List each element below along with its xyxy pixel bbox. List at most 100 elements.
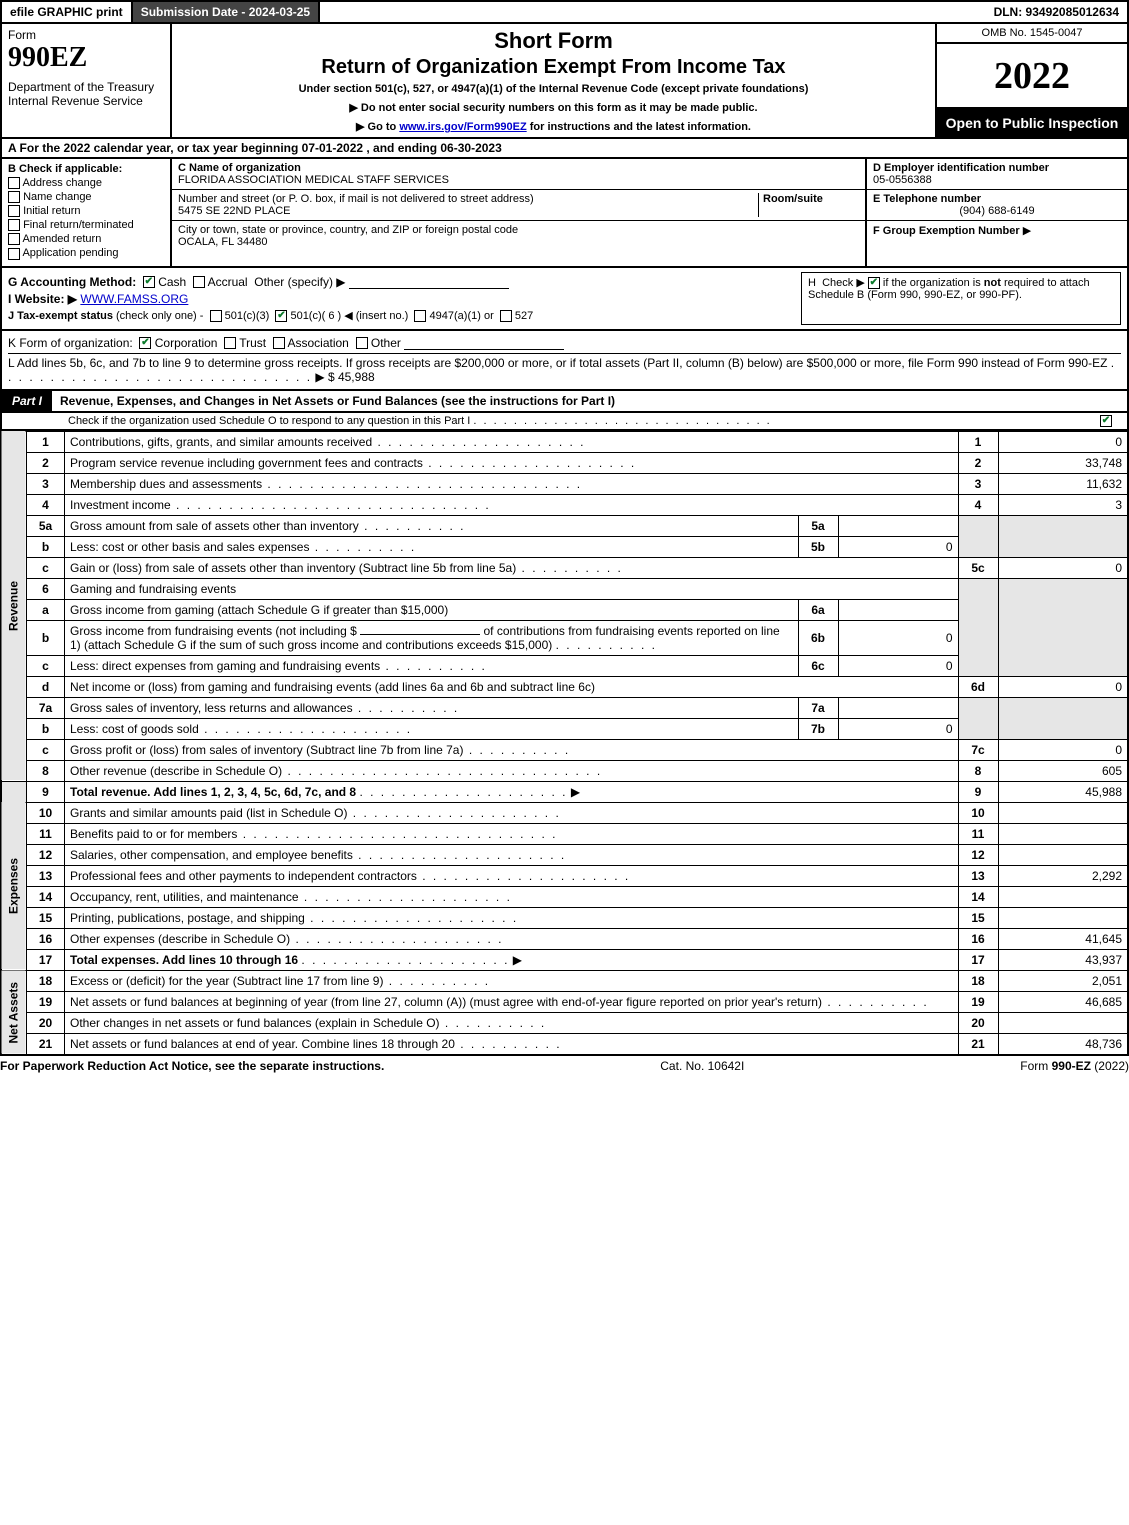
j-opt4: 527: [515, 310, 533, 322]
chk-association[interactable]: [273, 337, 285, 349]
d-label: D Employer identification number: [873, 162, 1049, 174]
chk-cash[interactable]: [143, 276, 155, 288]
ln8-num: 8: [27, 760, 65, 781]
ln20-num: 20: [27, 1012, 65, 1033]
chk-initial-return[interactable]: [8, 205, 20, 217]
part-i-title: Revenue, Expenses, and Changes in Net As…: [52, 391, 1127, 411]
ln5c-rv: 0: [998, 557, 1128, 578]
ln3-rn: 3: [958, 473, 998, 494]
g-other-fill[interactable]: [349, 288, 509, 289]
ln7c-rv: 0: [998, 739, 1128, 760]
ln7a-num: 7a: [27, 697, 65, 718]
header-center: Short Form Return of Organization Exempt…: [172, 24, 937, 137]
c-room-label: Room/suite: [759, 193, 859, 217]
col-c: C Name of organization FLORIDA ASSOCIATI…: [172, 159, 867, 266]
ln17-desc: Total expenses. Add lines 10 through 16: [70, 953, 298, 967]
chk-part-i-scho[interactable]: [1100, 415, 1112, 427]
ln6b-blank[interactable]: [360, 634, 480, 635]
chk-address-change[interactable]: [8, 177, 20, 189]
bullet-ssn: ▶ Do not enter social security numbers o…: [180, 101, 927, 114]
ln7a-in: 7a: [798, 697, 838, 718]
k-label: K Form of organization:: [8, 336, 133, 350]
topbar-spacer: [320, 2, 985, 22]
lines-table: Revenue 1 Contributions, gifts, grants, …: [0, 431, 1129, 1056]
bullet2-pre: ▶ Go to: [356, 121, 399, 133]
chk-accrual[interactable]: [193, 276, 205, 288]
ln21-rv: 48,736: [998, 1033, 1128, 1055]
ln5c-rn: 5c: [958, 557, 998, 578]
chk-527[interactable]: [500, 310, 512, 322]
k-opt-3: Other: [371, 336, 401, 350]
ln7c-num: c: [27, 739, 65, 760]
chk-501c3[interactable]: [210, 310, 222, 322]
b-item-0: Address change: [22, 177, 102, 189]
chk-501c[interactable]: [275, 310, 287, 322]
k-opt-2: Association: [287, 336, 348, 350]
ln21-num: 21: [27, 1033, 65, 1055]
efile-label[interactable]: efile GRAPHIC print: [2, 2, 133, 22]
k-opt-0: Corporation: [155, 336, 218, 350]
ln6d-rn: 6d: [958, 676, 998, 697]
ln5a-in: 5a: [798, 515, 838, 536]
ln16-rn: 16: [958, 928, 998, 949]
title-return: Return of Organization Exempt From Incom…: [180, 56, 927, 79]
ln7ab-rn-shaded: [958, 697, 998, 739]
footer-center: Cat. No. 10642I: [660, 1059, 744, 1073]
h-not: not: [984, 277, 1001, 289]
tax-year: 2022: [937, 44, 1127, 109]
form-header: Form 990EZ Department of the Treasury In…: [0, 24, 1129, 139]
ln1-rn: 1: [958, 431, 998, 452]
website-link[interactable]: WWW.FAMSS.ORG: [80, 292, 188, 306]
chk-corporation[interactable]: [139, 337, 151, 349]
ln5c-num: c: [27, 557, 65, 578]
ln5a-iv: [838, 515, 958, 536]
footer-left: For Paperwork Reduction Act Notice, see …: [0, 1059, 384, 1073]
ln7b-in: 7b: [798, 718, 838, 739]
ln12-desc: Salaries, other compensation, and employ…: [70, 848, 566, 862]
chk-name-change[interactable]: [8, 191, 20, 203]
f-arrow: ▶: [1023, 225, 1031, 237]
chk-trust[interactable]: [224, 337, 236, 349]
ln21-rn: 21: [958, 1033, 998, 1055]
ln21-desc: Net assets or fund balances at end of ye…: [70, 1037, 562, 1051]
ln14-rv: [998, 886, 1128, 907]
ln4-rn: 4: [958, 494, 998, 515]
ln17-dots: [301, 953, 509, 967]
ln18-num: 18: [27, 970, 65, 991]
ln2-num: 2: [27, 452, 65, 473]
c-name-value: FLORIDA ASSOCIATION MEDICAL STAFF SERVIC…: [178, 174, 449, 186]
ln9-dots: [359, 785, 567, 799]
chk-final-return[interactable]: [8, 219, 20, 231]
j-opt2: 501(c)( 6 ) ◀ (insert no.): [290, 310, 408, 322]
block-bcdef: B Check if applicable: Address change Na…: [0, 159, 1129, 268]
chk-amended-return[interactable]: [8, 233, 20, 245]
chk-4947[interactable]: [414, 310, 426, 322]
j-opt1: 501(c)(3): [225, 310, 270, 322]
ln11-rn: 11: [958, 823, 998, 844]
c-addr-label: Number and street (or P. O. box, if mail…: [178, 193, 534, 205]
col-def: D Employer identification number 05-0556…: [867, 159, 1127, 266]
ln20-rv: [998, 1012, 1128, 1033]
ln20-rn: 20: [958, 1012, 998, 1033]
ln19-rv: 46,685: [998, 991, 1128, 1012]
irs-link[interactable]: www.irs.gov/Form990EZ: [399, 121, 526, 133]
top-bar: efile GRAPHIC print Submission Date - 20…: [0, 0, 1129, 24]
ln14-num: 14: [27, 886, 65, 907]
submission-date: Submission Date - 2024-03-25: [133, 2, 320, 22]
chk-other-org[interactable]: [356, 337, 368, 349]
k-other-fill[interactable]: [404, 349, 564, 350]
ln5ab-rn-shaded: [958, 515, 998, 557]
chk-application-pending[interactable]: [8, 248, 20, 260]
g-cash: Cash: [158, 275, 186, 289]
ln17-arrow: ▶: [513, 953, 522, 967]
j-opt3: 4947(a)(1) or: [430, 310, 494, 322]
chk-h[interactable]: [868, 277, 880, 289]
ln18-rv: 2,051: [998, 970, 1128, 991]
ln20-desc: Other changes in net assets or fund bala…: [70, 1016, 546, 1030]
ln12-num: 12: [27, 844, 65, 865]
expenses-side-label: Expenses: [1, 802, 27, 970]
ln17-rn: 17: [958, 949, 998, 970]
row-ghij: G Accounting Method: Cash Accrual Other …: [0, 268, 1129, 331]
ln5a-num: 5a: [27, 515, 65, 536]
ln19-rn: 19: [958, 991, 998, 1012]
